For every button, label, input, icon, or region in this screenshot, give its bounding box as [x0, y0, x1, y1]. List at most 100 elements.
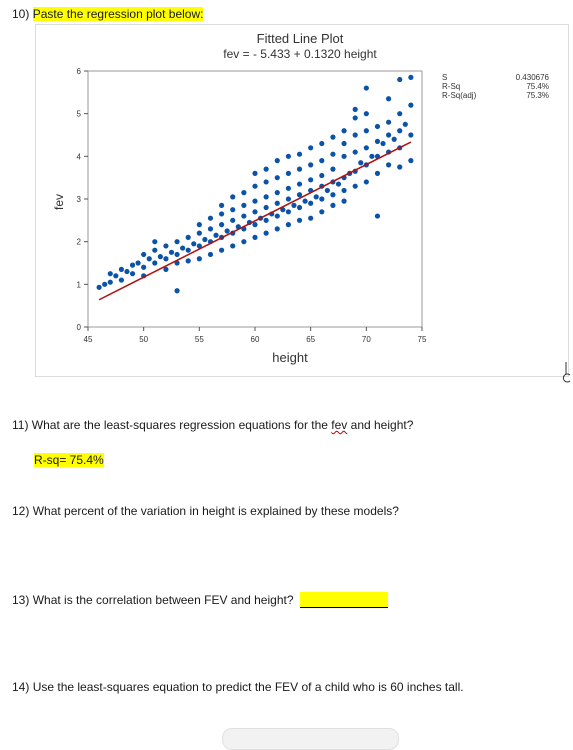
data-point: [163, 256, 169, 262]
data-point: [224, 228, 230, 234]
data-point: [352, 183, 358, 189]
data-point: [386, 132, 392, 138]
data-point: [196, 256, 202, 262]
data-point: [102, 281, 108, 287]
answer-11-text: R-sq= 75.4%: [34, 453, 104, 467]
data-point: [369, 153, 375, 159]
data-point: [341, 153, 347, 159]
data-point: [386, 162, 392, 168]
question-12-number: 12): [12, 504, 30, 518]
x-tick-label: 50: [139, 335, 148, 344]
question-11-number: 11): [12, 418, 29, 432]
data-point: [352, 106, 358, 112]
data-point: [280, 207, 286, 213]
data-point: [157, 254, 163, 260]
data-point: [296, 151, 303, 157]
data-point: [313, 194, 319, 200]
data-point: [219, 247, 225, 253]
stat-label: R-Sq(adj): [442, 91, 477, 100]
x-tick-label: 60: [251, 335, 260, 344]
y-tick-label: 5: [77, 110, 82, 119]
data-point: [241, 239, 247, 245]
data-point: [230, 243, 236, 249]
data-point: [196, 230, 202, 236]
bottom-overlay-pill[interactable]: [222, 728, 399, 750]
data-point: [185, 247, 191, 253]
stat-label: S: [442, 73, 447, 82]
data-point: [335, 181, 342, 187]
y-tick-label: 0: [77, 323, 82, 332]
data-point: [241, 190, 247, 196]
data-point: [263, 179, 269, 185]
question-10: 10) Paste the regression plot below:: [12, 7, 204, 22]
pasted-plot-frame[interactable]: [35, 24, 569, 377]
data-point: [285, 196, 291, 202]
stat-value: 0.430676: [516, 73, 550, 82]
data-point: [386, 119, 392, 125]
answer-13-blank[interactable]: [299, 592, 388, 608]
question-12-text: What percent of the variation in height …: [32, 504, 399, 518]
data-point: [330, 134, 336, 140]
question-13-text: What is the correlation between FEV and …: [32, 593, 294, 607]
data-point: [174, 239, 180, 245]
x-axis-label: height: [272, 350, 308, 365]
data-point: [285, 153, 291, 159]
question-10-text: Paste the regression plot below:: [32, 7, 204, 21]
data-point: [96, 284, 102, 290]
question-11-text-start: What are the least-squares regression eq…: [31, 418, 332, 432]
data-point: [374, 213, 381, 219]
data-point: [352, 132, 358, 138]
data-point: [163, 266, 169, 272]
data-point: [341, 128, 347, 134]
data-point: [319, 209, 325, 215]
data-point: [118, 277, 124, 283]
data-point: [146, 256, 152, 262]
data-point: [341, 140, 347, 147]
data-point: [352, 149, 358, 155]
data-point: [374, 138, 381, 144]
data-point: [124, 268, 130, 275]
data-point: [374, 123, 381, 130]
data-point: [319, 172, 325, 179]
data-point: [380, 140, 386, 147]
y-tick-label: 3: [77, 195, 82, 204]
data-point: [308, 215, 314, 221]
data-point: [174, 251, 180, 258]
data-point: [196, 243, 202, 249]
data-point: [397, 111, 403, 117]
stat-label: R-Sq: [442, 82, 460, 91]
data-point: [358, 160, 364, 166]
question-11-spellcheck-word: fev: [331, 418, 348, 432]
data-point: [402, 121, 408, 127]
data-point: [263, 204, 269, 211]
data-point: [352, 115, 358, 121]
data-point: [163, 243, 169, 249]
question-13: 13) What is the correlation between FEV …: [12, 592, 388, 608]
data-point: [274, 190, 280, 196]
data-point: [397, 76, 403, 83]
regression-plot: Fitted Line Plot fev = - 5.433 + 0.1320 …: [52, 31, 550, 365]
data-point: [230, 194, 236, 200]
chart-subtitle: fev = - 5.433 + 0.1320 height: [223, 47, 377, 61]
data-point: [241, 213, 247, 219]
data-point: [152, 239, 158, 245]
data-point: [296, 217, 303, 223]
data-point: [263, 217, 269, 223]
question-14-text: Use the least-squares equation to predic…: [32, 680, 464, 694]
data-point: [308, 162, 314, 168]
data-point: [391, 136, 397, 142]
data-point: [252, 209, 258, 215]
data-point: [107, 279, 113, 285]
question-10-number: 10): [12, 7, 30, 21]
question-13-number: 13): [12, 593, 30, 607]
data-point: [324, 187, 330, 194]
data-point: [363, 111, 369, 117]
stat-value: 75.4%: [526, 82, 549, 91]
data-point: [207, 226, 214, 232]
data-point: [285, 170, 291, 176]
data-point: [296, 204, 303, 211]
data-point: [408, 132, 414, 138]
data-point: [308, 145, 314, 151]
data-point: [330, 192, 336, 198]
data-point: [168, 249, 175, 255]
